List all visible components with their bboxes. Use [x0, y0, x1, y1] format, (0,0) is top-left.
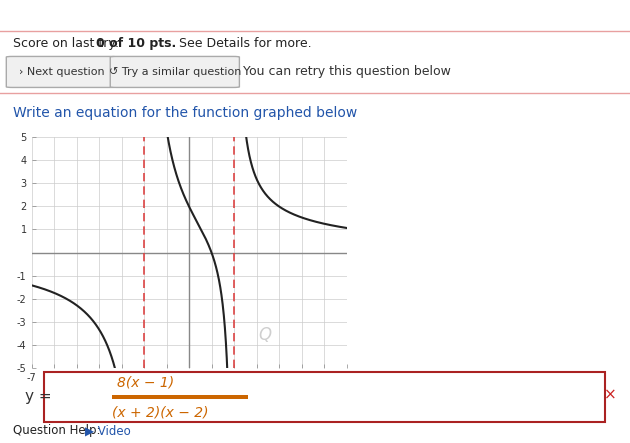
Text: See Details for more.: See Details for more.: [175, 37, 312, 50]
Text: You can retry this question below: You can retry this question below: [243, 66, 450, 78]
Text: 8(x − 1): 8(x − 1): [117, 376, 174, 390]
Text: 0 of 10 pts.: 0 of 10 pts.: [96, 37, 176, 50]
Text: Question Help:: Question Help:: [13, 424, 100, 437]
Text: ↺ Try a similar question: ↺ Try a similar question: [108, 67, 241, 77]
Text: (x + 2)(x − 2): (x + 2)(x − 2): [112, 406, 209, 420]
Text: › Next question: › Next question: [19, 67, 104, 77]
FancyBboxPatch shape: [110, 56, 239, 87]
FancyBboxPatch shape: [44, 372, 605, 422]
Text: ×: ×: [604, 388, 616, 403]
Text: y =: y =: [25, 389, 52, 404]
Bar: [112, 395, 248, 399]
FancyBboxPatch shape: [6, 56, 117, 87]
Text: ▶ Video: ▶ Video: [85, 424, 131, 437]
Text: Q: Q: [258, 326, 271, 345]
Text: Write an equation for the function graphed below: Write an equation for the function graph…: [13, 105, 357, 120]
Text: Score on last try:: Score on last try:: [13, 37, 123, 50]
